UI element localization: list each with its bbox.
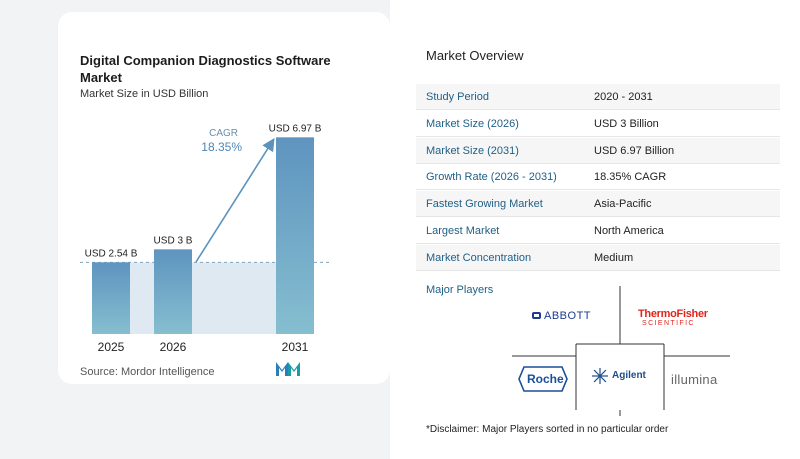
overview-row-key: Market Size (2031) (426, 144, 519, 157)
overview-row-key: Market Concentration (426, 251, 532, 264)
source-note: Source: Mordor Intelligence (80, 366, 215, 378)
overview-row: Market Size (2026) USD 3 Billion (416, 111, 780, 137)
overview-row-value: USD 3 Billion (594, 117, 659, 130)
overview-row-value: 18.35% CAGR (594, 171, 667, 184)
bar-2026 (154, 249, 192, 334)
bar-data-label: USD 2.54 B (85, 248, 138, 259)
overview-row-key: Fastest Growing Market (426, 198, 543, 211)
overview-row: Fastest Growing Market Asia-Pacific (416, 191, 780, 218)
roche-logo: Roche (527, 372, 564, 386)
chart-title: Digital Companion Diagnostics Software M… (80, 53, 331, 85)
overview-row-value: 2020 - 2031 (594, 91, 653, 103)
bar-data-label: USD 3 B (154, 235, 193, 246)
cagr-arrow (195, 137, 275, 263)
chart-subtitle: Market Size in USD Billion (80, 88, 209, 100)
illumina-logo: illumina (671, 372, 718, 387)
roche-logo-icon (518, 366, 568, 392)
overview-row: Market Concentration Medium (416, 244, 780, 271)
overview-row-key: Growth Rate (2026 - 2031) (426, 171, 557, 184)
overview-row: Market Size (2031) USD 6.97 Billion (416, 137, 780, 164)
abbott-logo: ABBOTT (532, 310, 591, 322)
agilent-logo: Agilent (612, 370, 646, 381)
mordor-intelligence-logo-icon (276, 362, 300, 376)
overview-row-key: Market Size (2026) (426, 117, 519, 130)
major-players-title: Major Players (426, 284, 494, 296)
abbott-mark-icon (532, 312, 541, 319)
overview-row-value: Asia-Pacific (594, 198, 652, 211)
thermofisher-logo: ThermoFisher (638, 308, 708, 320)
x-tick-label: 2031 (282, 340, 309, 354)
overview-row-key: Study Period (426, 91, 489, 103)
overview-row-value: Medium (594, 251, 634, 264)
bar-2025 (92, 262, 130, 334)
x-tick-label: 2026 (160, 340, 187, 354)
overview-row-value: North America (594, 225, 664, 237)
bar-data-label: USD 6.97 B (269, 123, 322, 134)
thermofisher-sub-logo: SCIENTIFIC (642, 320, 695, 327)
cagr-value: 18.35% (201, 140, 242, 154)
x-tick-label: 2025 (98, 340, 125, 354)
overview-row: Largest Market North America (416, 218, 780, 244)
bar-2031 (276, 137, 314, 334)
overview-title: Market Overview (426, 48, 524, 63)
cagr-label: CAGR (209, 128, 238, 139)
disclaimer-note: *Disclaimer: Major Players sorted in no … (426, 424, 669, 435)
overview-row: Study Period 2020 - 2031 (416, 84, 780, 110)
overview-row: Growth Rate (2026 - 2031) 18.35% CAGR (416, 164, 780, 191)
overview-row-key: Largest Market (426, 225, 500, 237)
agilent-spark-icon (592, 368, 608, 384)
overview-row-value: USD 6.97 Billion (594, 144, 675, 157)
overview-panel (390, 0, 800, 459)
